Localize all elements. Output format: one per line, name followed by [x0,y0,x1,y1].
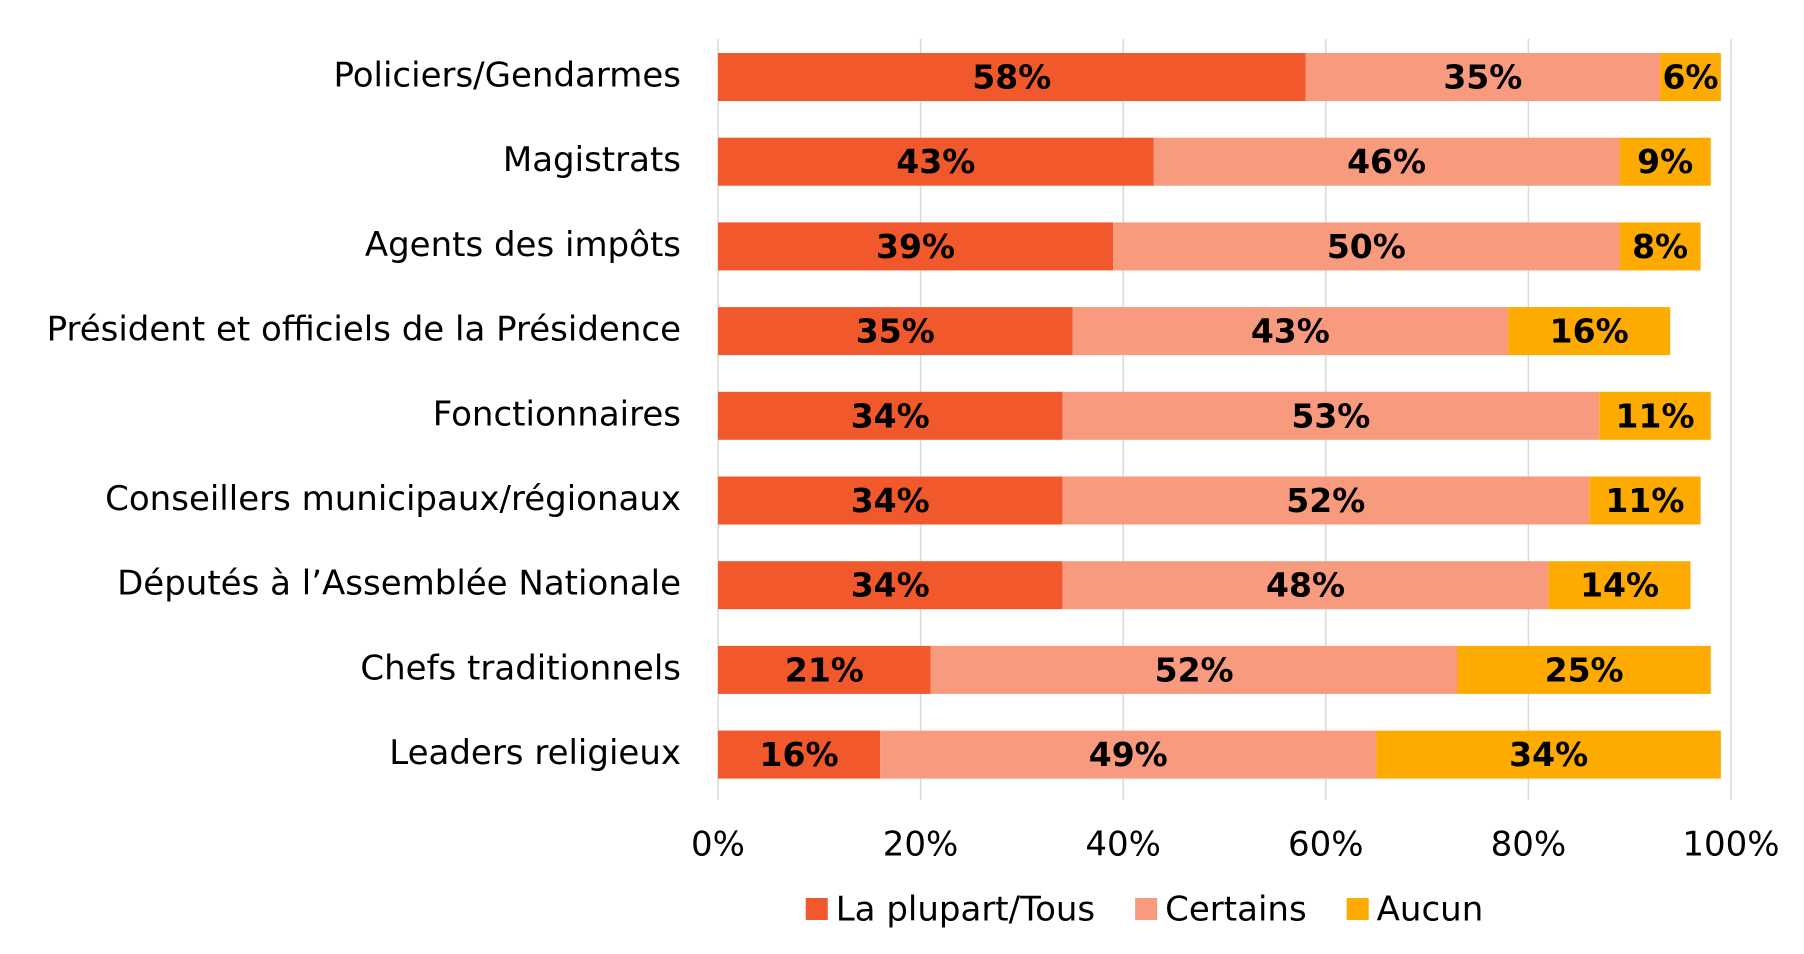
value-label: 11% [1605,481,1684,520]
x-tick-label: 80% [1491,825,1567,865]
category-label: Agents des impôts [365,225,681,265]
value-label: 48% [1266,566,1345,605]
bar-segment [1548,561,1691,610]
value-label: 8% [1632,227,1688,266]
value-label: 11% [1616,396,1695,435]
bar-segment [718,561,1063,610]
value-label: 58% [972,58,1051,97]
value-label: 35% [856,312,935,351]
bar-segment [1153,137,1620,186]
bar-segment [718,222,1114,271]
x-tick-label: 60% [1288,825,1364,865]
bar-segment [718,645,931,694]
value-label: 52% [1155,650,1234,689]
x-tick-label: 40% [1085,825,1161,865]
bar-segment [718,476,1063,525]
legend-swatch [1135,898,1158,920]
value-label: 35% [1443,58,1522,97]
value-label: 25% [1545,650,1624,689]
category-label: Magistrats [503,140,681,180]
value-label: 52% [1286,481,1365,520]
value-label: 43% [1251,312,1330,351]
value-label: 39% [876,227,955,266]
bar-segment [1062,391,1600,440]
category-label: Fonctionnaires [433,394,681,434]
bar-segment [718,137,1154,186]
bar-segment [880,730,1377,779]
bar-segment [1062,476,1590,525]
value-label: 34% [1509,735,1588,774]
bar-segment [1619,222,1701,271]
bar-segment [1062,561,1549,610]
value-label: 49% [1089,735,1168,774]
value-label: 21% [785,650,864,689]
bar-segment [1457,645,1711,694]
category-label: Conseillers municipaux/régionaux [105,479,681,519]
legend-swatch [1346,898,1369,920]
x-tick-label: 0% [691,825,745,865]
category-label: Président et officiels de la Présidence [47,310,681,350]
category-label: Chefs traditionnels [360,648,681,688]
bar-segment [718,391,1063,440]
x-tick-label: 20% [883,825,959,865]
value-label: 14% [1580,566,1659,605]
value-label: 34% [851,396,930,435]
category-label: Leaders religieux [389,733,681,773]
legend-swatch [805,898,828,920]
bar-segment [718,730,881,779]
bar-segment [1113,222,1620,271]
value-label: 50% [1327,227,1406,266]
value-label: 16% [760,735,839,774]
value-label: 46% [1347,142,1426,181]
bar-segment [1589,476,1701,525]
bar-segment [930,645,1458,694]
bar-segment [1660,53,1721,101]
category-label: Policiers/Gendarmes [333,56,681,96]
bar-segment [1376,730,1721,779]
bar-segment [718,307,1073,356]
bar-segment [1508,307,1671,356]
legend-label: La plupart/Tous [836,890,1095,930]
bar-segment [1072,307,1509,356]
value-label: 34% [851,481,930,520]
legend-label: Aucun [1377,890,1484,930]
bar-segment [1619,137,1711,186]
value-label: 6% [1662,58,1718,97]
value-label: 53% [1291,396,1370,435]
legend-label: Certains [1165,890,1307,930]
bar-segment [718,53,1306,101]
bar-segment [1599,391,1711,440]
value-label: 9% [1637,142,1693,181]
value-label: 43% [896,142,975,181]
x-tick-label: 100% [1682,825,1779,865]
bar-segment [1305,53,1661,101]
value-label: 34% [851,566,930,605]
value-label: 16% [1550,312,1629,351]
category-label: Députés à l’Assemblée Nationale [117,564,681,604]
